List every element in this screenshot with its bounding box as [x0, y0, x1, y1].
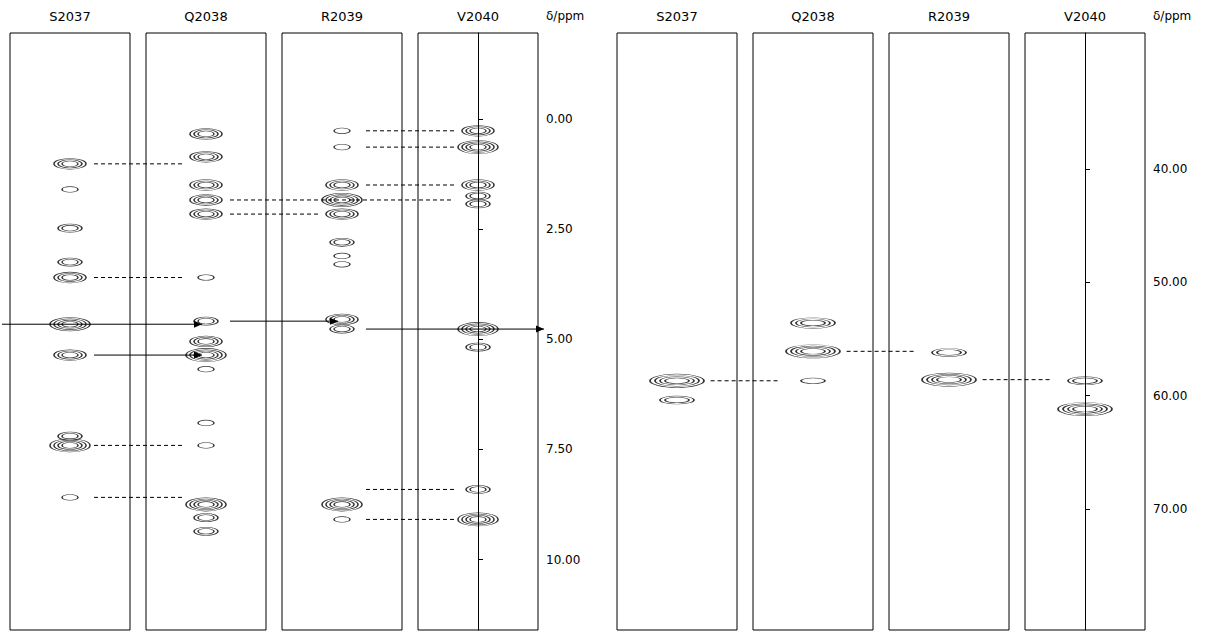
svg-text:Q2038: Q2038 — [791, 9, 834, 24]
svg-text:V2040: V2040 — [457, 9, 499, 24]
svg-text:7.50: 7.50 — [546, 442, 573, 456]
svg-text:60.00: 60.00 — [1153, 389, 1187, 403]
svg-text:50.00: 50.00 — [1153, 275, 1187, 289]
svg-text:S2037: S2037 — [49, 9, 90, 24]
svg-text:S2037: S2037 — [656, 9, 697, 24]
svg-text:5.00: 5.00 — [546, 332, 573, 346]
svg-text:R2039: R2039 — [321, 9, 363, 24]
svg-text:V2040: V2040 — [1064, 9, 1106, 24]
svg-text:Q2038: Q2038 — [184, 9, 227, 24]
svg-text:70.00: 70.00 — [1153, 502, 1187, 516]
svg-text:10.00: 10.00 — [546, 553, 580, 567]
svg-text:δ/ppm: δ/ppm — [1153, 9, 1191, 23]
svg-text:2.50: 2.50 — [546, 222, 573, 236]
svg-text:0.00: 0.00 — [546, 112, 573, 126]
svg-text:40.00: 40.00 — [1153, 162, 1187, 176]
svg-text:δ/ppm: δ/ppm — [546, 9, 584, 23]
svg-text:R2039: R2039 — [928, 9, 970, 24]
